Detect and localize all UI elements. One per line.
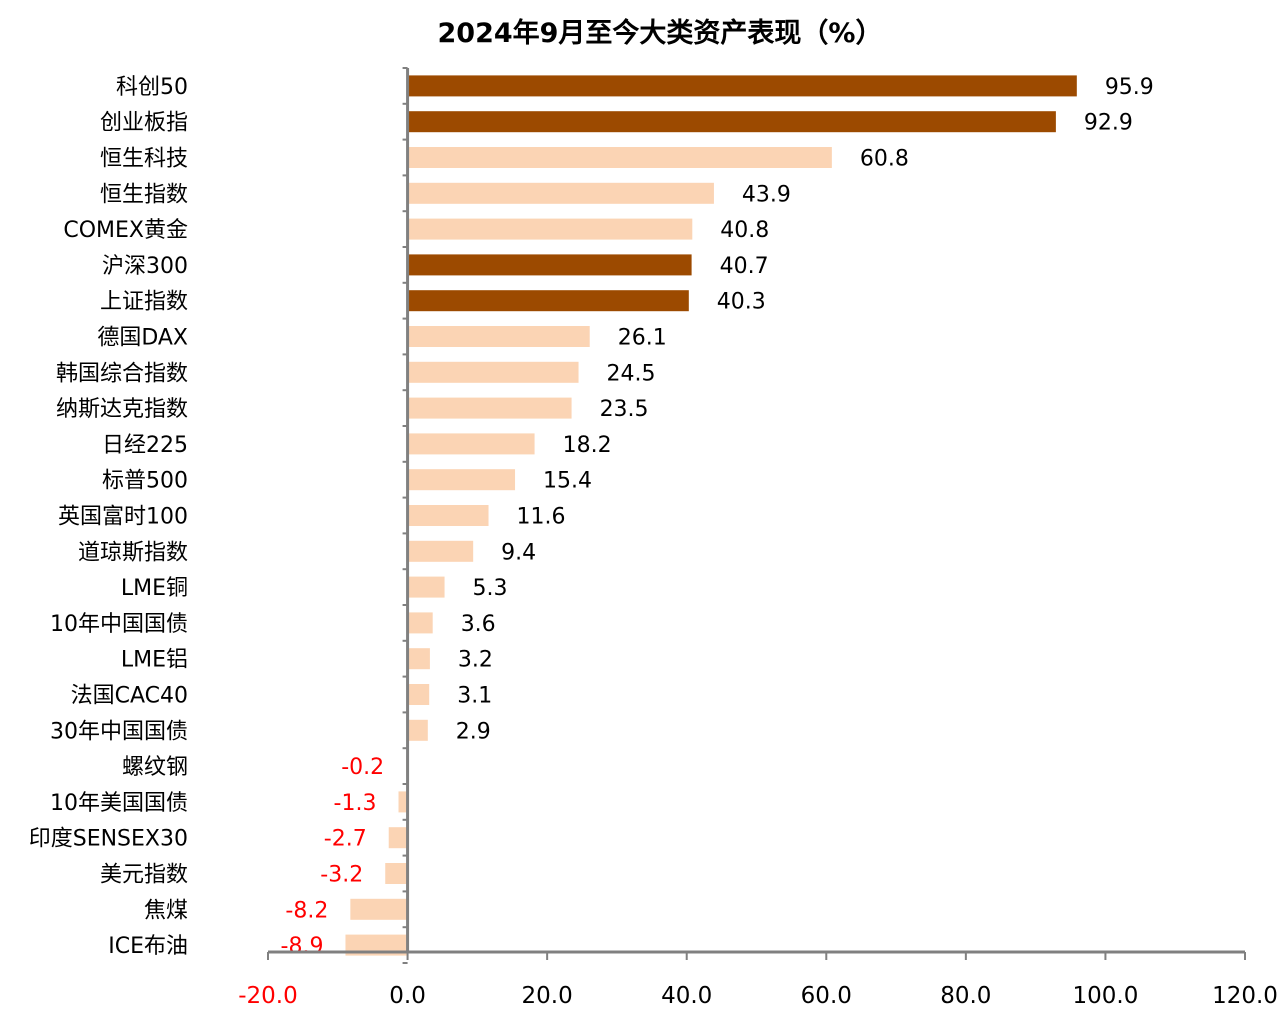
bar (407, 576, 445, 598)
category-label: 美元指数 (100, 863, 188, 888)
value-label: -1.3 (334, 791, 377, 816)
bars-layer (345, 75, 1077, 956)
value-label: 3.1 (457, 684, 492, 709)
bar (345, 934, 408, 956)
bar (407, 290, 689, 312)
category-label: 英国富时100 (58, 505, 188, 530)
value-label: 3.2 (458, 648, 493, 673)
bar (385, 863, 408, 884)
category-label: 德国DAX (97, 326, 188, 351)
x-tick-label: 40.0 (661, 983, 712, 1009)
category-label: 创业板指 (100, 111, 188, 136)
bar (407, 254, 692, 276)
category-label: 10年中国国债 (50, 612, 188, 637)
category-label: 10年美国国债 (50, 791, 188, 816)
value-label: 40.7 (720, 254, 769, 279)
value-label: 26.1 (618, 326, 667, 351)
bar (407, 147, 832, 168)
bar (407, 684, 430, 705)
category-label: 日经225 (102, 433, 188, 458)
axes-layer: -20.0 0.0 20.0 40.0 60.0 80.0 100.0 120.0 (238, 67, 1278, 1009)
category-label: COMEX黄金 (63, 218, 188, 243)
category-label: 30年中国国债 (50, 719, 188, 744)
category-label: 道琼斯指数 (78, 540, 188, 565)
value-label: -8.2 (285, 898, 328, 923)
value-label: -3.2 (320, 863, 363, 888)
category-label: 韩国综合指数 (56, 361, 188, 386)
x-tick-label: 100.0 (1072, 983, 1138, 1009)
x-tick-label: 0.0 (389, 983, 426, 1009)
bar (407, 361, 579, 383)
category-label: 上证指数 (100, 290, 188, 315)
category-label: 沪深300 (102, 254, 188, 279)
bar (407, 75, 1077, 97)
bar (407, 469, 516, 491)
category-label: ICE布油 (108, 934, 188, 959)
bar (407, 648, 430, 670)
category-label: 科创50 (116, 75, 188, 100)
bar (407, 397, 572, 419)
x-tick-label: 120.0 (1212, 983, 1278, 1009)
value-label: 40.3 (717, 290, 766, 315)
x-tick-label: 60.0 (801, 983, 852, 1009)
bar (350, 898, 408, 920)
category-label: 恒生指数 (100, 182, 188, 207)
value-labels-layer: 95.9 92.9 60.8 43.9 40.8 40.7 40.3 26.1 24.5 23.5… (281, 75, 1154, 959)
bar (407, 182, 714, 204)
value-label: 5.3 (473, 576, 508, 601)
x-tick-label: 80.0 (940, 983, 991, 1009)
bar (407, 433, 535, 455)
bar (407, 111, 1056, 133)
chart-title: 2024年9月至今大类资产表现（%） (438, 17, 883, 49)
value-label: -0.2 (341, 755, 384, 780)
bar (388, 827, 408, 849)
category-label: 螺纹钢 (122, 755, 188, 780)
value-label: 60.8 (860, 147, 909, 172)
value-label: 95.9 (1105, 75, 1154, 100)
bar (407, 612, 433, 634)
value-label: 23.5 (600, 397, 649, 422)
category-label: LME铜 (121, 576, 188, 601)
category-label: 焦煤 (144, 898, 188, 923)
bar (407, 218, 693, 240)
category-label: 标普500 (102, 469, 188, 494)
bar (398, 791, 408, 813)
value-label: -8.9 (281, 934, 324, 959)
value-label: 92.9 (1084, 111, 1133, 136)
category-label: 纳斯达克指数 (56, 397, 188, 422)
value-label: -2.7 (324, 827, 367, 852)
value-label: 15.4 (543, 469, 592, 494)
bar (407, 326, 590, 347)
value-label: 9.4 (501, 540, 536, 565)
value-label: 24.5 (607, 361, 656, 386)
category-label: 恒生科技 (100, 147, 188, 172)
category-label: LME铝 (121, 648, 188, 673)
value-label: 18.2 (563, 433, 612, 458)
value-label: 2.9 (456, 719, 491, 744)
x-tick-label: -20.0 (238, 983, 298, 1009)
category-label: 印度SENSEX30 (29, 827, 188, 852)
x-tick-label: 20.0 (522, 983, 573, 1009)
value-label: 40.8 (720, 218, 769, 243)
category-label: 法国CAC40 (71, 684, 188, 709)
value-label: 43.9 (742, 182, 791, 207)
value-label: 3.6 (461, 612, 496, 637)
value-label: 11.6 (517, 505, 566, 530)
bar (407, 505, 489, 526)
bar (407, 719, 428, 741)
bar (407, 540, 474, 562)
